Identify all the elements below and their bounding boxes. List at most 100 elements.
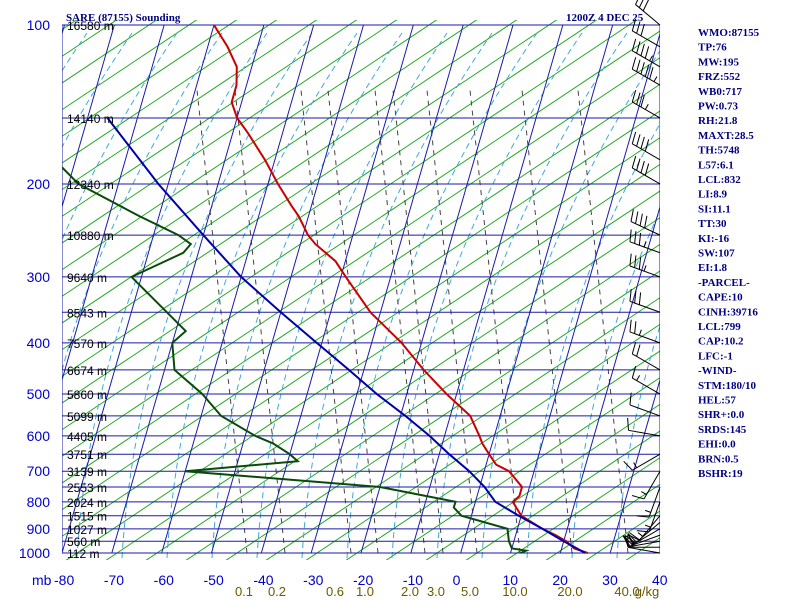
height-label: 5860 m bbox=[67, 388, 107, 402]
wind-barb-flag bbox=[631, 131, 637, 144]
index-line: L57:6.1 bbox=[698, 159, 734, 171]
mixing-ratio-label: 3.0 bbox=[427, 584, 445, 599]
pressure-axis-label: mb bbox=[32, 572, 52, 588]
wind-barb-flag bbox=[625, 535, 636, 544]
index-line: CAP:10.2 bbox=[698, 336, 744, 348]
wind-barb-half-flag bbox=[637, 532, 643, 537]
mixing-ratio-label: 0.1 bbox=[235, 584, 253, 599]
isotherm bbox=[360, 24, 514, 554]
index-line: TH:5748 bbox=[698, 145, 740, 157]
index-line: WB0:717 bbox=[698, 86, 743, 98]
index-line: SRDS:145 bbox=[698, 424, 747, 436]
temperature-tick-label: -20 bbox=[353, 572, 373, 588]
wind-barb bbox=[631, 470, 661, 500]
dry-adiabat bbox=[62, 20, 198, 111]
wind-barb bbox=[629, 392, 661, 417]
height-label: 5099 m bbox=[67, 410, 107, 424]
wind-barb bbox=[631, 366, 661, 395]
wind-barb-flag bbox=[638, 257, 642, 270]
wind-barb bbox=[629, 319, 661, 344]
wind-barb-flag bbox=[635, 211, 639, 224]
wind-barb-staff bbox=[629, 300, 661, 313]
sounding-datetime: 1200Z 4 DEC 25 bbox=[566, 12, 644, 24]
index-line: LCL:799 bbox=[698, 321, 741, 333]
plot-frame bbox=[62, 24, 660, 554]
index-line: LI:8.9 bbox=[698, 189, 728, 201]
index-line: EI:1.8 bbox=[698, 262, 728, 274]
height-label: 1515 m bbox=[67, 510, 107, 524]
wind-barb-flag bbox=[640, 43, 645, 56]
wind-barb-flag bbox=[642, 0, 649, 12]
mixing-ratio-line bbox=[577, 89, 629, 554]
moist-adiabat bbox=[391, 32, 583, 559]
dry-adiabat bbox=[185, 243, 660, 560]
isotherm bbox=[62, 24, 215, 554]
wind-barb bbox=[629, 229, 661, 254]
moist-adiabat bbox=[752, 33, 800, 558]
wind-barb-flag bbox=[638, 232, 642, 246]
wind-barb-staff bbox=[629, 241, 661, 254]
dry-adiabat bbox=[742, 18, 800, 563]
wind-barb-flag bbox=[627, 417, 629, 431]
wind-barb-flag bbox=[631, 341, 637, 355]
index-line: TP:76 bbox=[698, 42, 727, 54]
temperature-tick-label: -10 bbox=[403, 572, 423, 588]
dry-adiabat bbox=[505, 457, 660, 560]
wind-barb-flag bbox=[636, 344, 641, 357]
wind-barb-staff bbox=[632, 30, 661, 48]
temperature-tick-label: -30 bbox=[303, 572, 323, 588]
wind-barb-flag bbox=[622, 535, 631, 547]
index-line: BSHR:19 bbox=[698, 468, 743, 480]
wind-barb bbox=[629, 253, 661, 278]
wind-barb-flag bbox=[635, 0, 639, 5]
height-label: 1027 m bbox=[67, 523, 107, 537]
wind-barb-half-flag bbox=[638, 329, 642, 336]
stability-indices: WMO:87155 TP:76 MW:195 FRZ:552 WB0:717 PW:0.7… bbox=[698, 27, 760, 480]
wind-barb-flag bbox=[631, 366, 637, 379]
isotherm bbox=[460, 24, 614, 554]
wind-barb-flag bbox=[629, 392, 632, 406]
dewpoint-profile bbox=[62, 165, 530, 554]
pressure-tick-label: 1000 bbox=[19, 545, 50, 561]
temperature-tick-label: -40 bbox=[253, 572, 273, 588]
dry-adiabat bbox=[62, 20, 638, 404]
wind-barb-flag bbox=[636, 41, 641, 54]
wind-barb-staff bbox=[628, 540, 661, 548]
wind-barb-flag bbox=[644, 46, 650, 59]
index-line: RH:21.8 bbox=[698, 115, 738, 127]
dry-adiabat bbox=[62, 20, 398, 244]
mixing-ratio-line bbox=[196, 89, 248, 554]
index-line: CINH:39716 bbox=[698, 306, 758, 318]
wind-barb-flag bbox=[644, 163, 650, 176]
isotherm bbox=[410, 24, 564, 554]
wind-barb-staff bbox=[629, 534, 661, 547]
wind-barb-staff bbox=[632, 353, 661, 371]
wind-barb-flag bbox=[629, 229, 632, 242]
index-line: FRZ:552 bbox=[698, 71, 741, 83]
index-line: SI:11.1 bbox=[698, 203, 731, 215]
index-line: LCL:832 bbox=[698, 174, 741, 186]
index-line: HEL:57 bbox=[698, 395, 736, 407]
wind-barb bbox=[631, 38, 661, 68]
height-label: 9640 m bbox=[67, 271, 107, 285]
wind-barb-flag bbox=[631, 495, 645, 500]
wind-barb-staff bbox=[632, 143, 661, 161]
wind-barb-flag bbox=[634, 321, 637, 334]
wind-barb-flag bbox=[640, 136, 645, 149]
wind-barb-flag bbox=[636, 530, 650, 533]
pressure-tick-label: 700 bbox=[27, 463, 51, 479]
temperature-tick-label: 20 bbox=[552, 572, 568, 588]
wind-barb bbox=[625, 521, 661, 544]
isotherm bbox=[559, 204, 660, 554]
index-line: STM:180/10 bbox=[698, 380, 757, 392]
isotherm bbox=[62, 24, 165, 382]
index-line: LFC:-1 bbox=[698, 350, 733, 362]
wind-barb-flag bbox=[631, 155, 637, 169]
profile-lines bbox=[62, 24, 589, 554]
isotherm bbox=[510, 31, 660, 554]
height-label: 4405 m bbox=[67, 430, 107, 444]
wind-barb-flag bbox=[636, 21, 641, 34]
mixing-ratio-label: 5.0 bbox=[461, 584, 479, 599]
wind-barb-flag bbox=[629, 253, 632, 267]
wind-barb-staff bbox=[629, 265, 661, 278]
